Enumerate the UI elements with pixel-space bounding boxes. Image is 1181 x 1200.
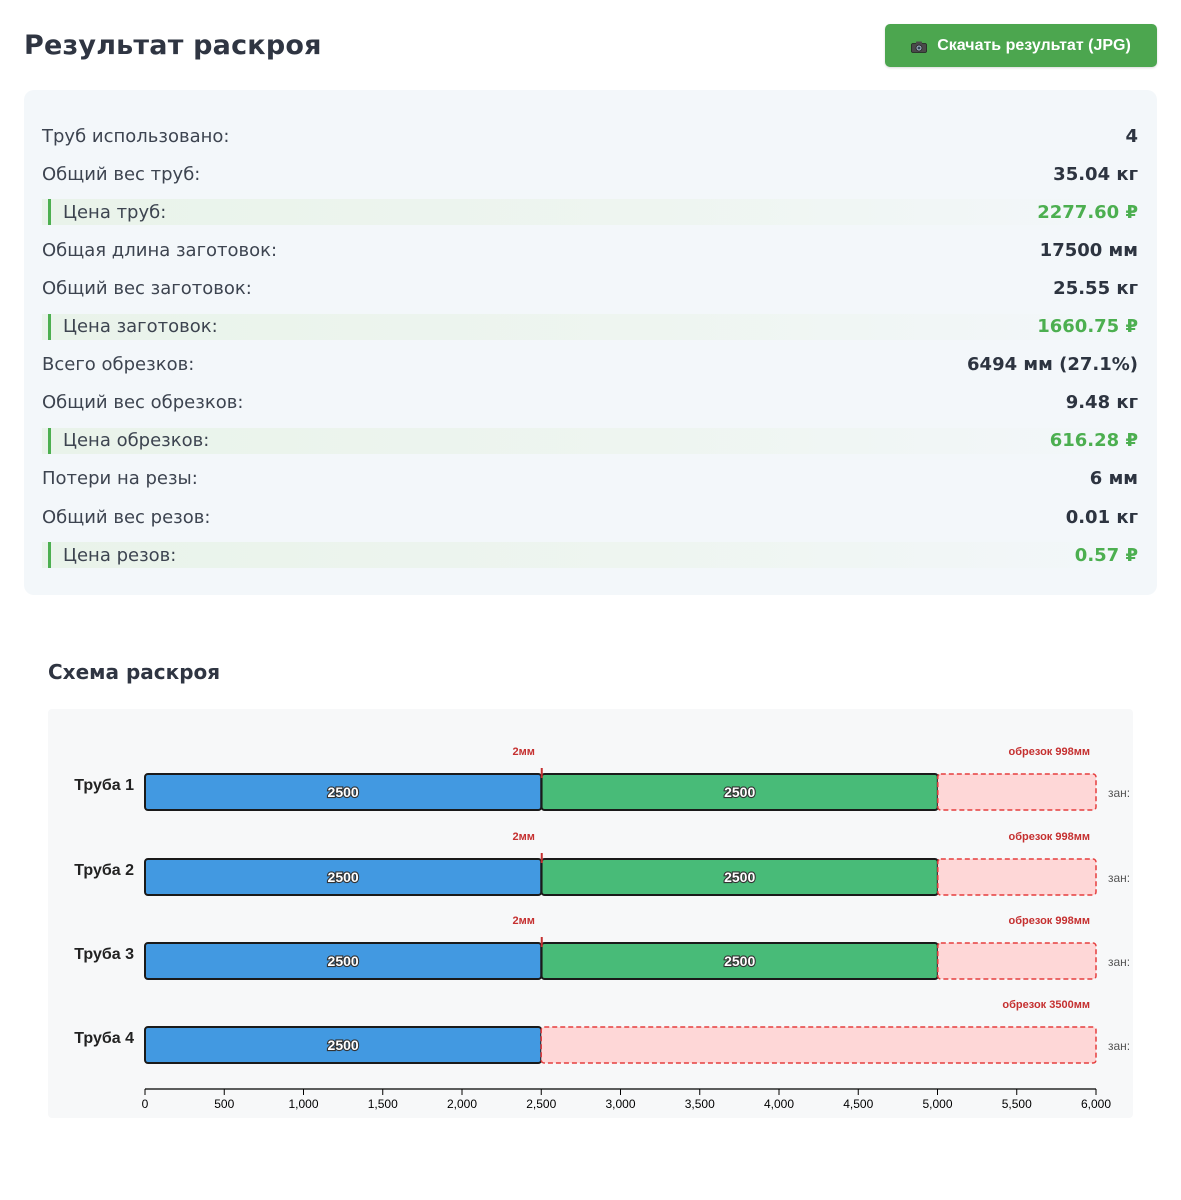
stat-value: 2277.60 ₽: [1037, 201, 1138, 223]
pipe-label: Труба 4: [74, 1030, 134, 1047]
stat-row-price: Цена заготовок: 1660.75 ₽: [42, 313, 1138, 340]
piece-label: 2500: [328, 1037, 359, 1053]
download-jpg-button[interactable]: Скачать результат (JPG): [885, 24, 1157, 67]
stat-value: 4: [1125, 125, 1138, 147]
cut-label: 2мм: [513, 746, 535, 758]
cutting-scheme-chart: Труба 1 2500 2500 обрезок 998мм 2мм зан: Труба…: [48, 709, 1133, 1118]
stat-row: Общий вес обрезков: 9.48 кг: [42, 390, 1138, 416]
waste-label: обрезок 3500мм: [1002, 999, 1090, 1011]
waste-bar: [540, 1026, 1097, 1064]
stat-value: 9.48 кг: [1065, 392, 1138, 414]
x-tick-label: 3,500: [685, 1097, 715, 1111]
x-tick-label: 3,000: [605, 1097, 635, 1111]
pipe-label: Труба 3: [74, 946, 134, 963]
x-tick-label: 5,500: [1002, 1097, 1032, 1111]
x-tick-label: 6,000: [1081, 1097, 1111, 1111]
x-tick-label: 500: [214, 1097, 234, 1111]
stat-label: Общий вес труб:: [42, 163, 201, 185]
stat-value: 6494 мм (27.1%): [967, 354, 1138, 376]
row-info-label: зан:: [1108, 871, 1130, 885]
cutting-scheme-svg: Труба 1 2500 2500 обрезок 998мм 2мм зан: Труба…: [74, 746, 1130, 1111]
cut-label: 2мм: [513, 915, 535, 927]
pipe-label: Труба 1: [74, 777, 134, 794]
x-tick-label: 1,000: [288, 1097, 318, 1111]
stat-label: Общий вес обрезков:: [42, 392, 244, 414]
waste-label: обрезок 998мм: [1009, 915, 1090, 927]
piece-label: 2500: [724, 869, 755, 885]
piece-label: 2500: [724, 953, 755, 969]
row-info-label: зан:: [1108, 786, 1130, 800]
piece-label: 2500: [328, 784, 359, 800]
waste-bar: [937, 858, 1097, 896]
stat-value: 25.55 кг: [1053, 277, 1138, 299]
waste-bar: [937, 942, 1097, 980]
stat-row-price: Цена обрезков: 616.28 ₽: [42, 427, 1138, 454]
stat-label: Общий вес заготовок:: [42, 277, 252, 299]
stat-row: Общая длина заготовок: 17500 мм: [42, 237, 1138, 263]
stat-row: Общий вес заготовок: 25.55 кг: [42, 275, 1138, 301]
row-info-label: зан:: [1108, 1039, 1130, 1053]
stat-row: Общий вес труб: 35.04 кг: [42, 161, 1138, 187]
page-title: Результат раскроя: [24, 30, 322, 61]
x-tick-label: 1,500: [368, 1097, 398, 1111]
piece-label: 2500: [328, 953, 359, 969]
stats-panel: Труб использовано: 4 Общий вес труб: 35.04 …: [24, 90, 1157, 595]
stat-label: Цена заготовок:: [63, 316, 218, 337]
piece-label: 2500: [724, 784, 755, 800]
cut-label: 2мм: [513, 831, 535, 843]
stat-label: Потери на резы:: [42, 468, 198, 490]
stat-row: Общий вес резов: 0.01 кг: [42, 504, 1138, 530]
stat-value: 6 мм: [1089, 468, 1138, 490]
pipe-label: Труба 2: [74, 862, 134, 879]
stat-label: Общая длина заготовок:: [42, 239, 278, 261]
x-tick-label: 5,000: [922, 1097, 952, 1111]
row-info-label: зан:: [1108, 955, 1130, 969]
stat-label: Труб использовано:: [42, 125, 230, 147]
stat-value: 17500 мм: [1039, 239, 1138, 261]
camera-icon: [911, 40, 928, 53]
stat-row-price: Цена резов: 0.57 ₽: [42, 542, 1138, 569]
stat-value: 0.57 ₽: [1074, 544, 1138, 566]
header: Результат раскроя Скачать результат (JPG…: [24, 24, 1157, 70]
stat-label: Всего обрезков:: [42, 354, 195, 376]
stat-label: Общий вес резов:: [42, 506, 211, 528]
stat-row: Потери на резы: 6 мм: [42, 466, 1138, 492]
stat-row: Всего обрезков: 6494 мм (27.1%): [42, 352, 1138, 378]
waste-label: обрезок 998мм: [1009, 746, 1090, 758]
waste-label: обрезок 998мм: [1009, 831, 1090, 843]
waste-bar: [937, 773, 1097, 811]
x-tick-label: 4,500: [843, 1097, 873, 1111]
stat-label: Цена резов:: [63, 544, 177, 566]
stat-label: Цена обрезков:: [63, 430, 210, 452]
scheme-title: Схема раскроя: [48, 660, 221, 684]
stat-value: 0.01 кг: [1065, 506, 1138, 528]
stat-row: Труб использовано: 4: [42, 123, 1138, 149]
stat-value: 35.04 кг: [1053, 163, 1138, 185]
stat-value: 1660.75 ₽: [1037, 316, 1138, 337]
download-button-label: Скачать результат (JPG): [937, 36, 1131, 54]
piece-label: 2500: [328, 869, 359, 885]
stat-value: 616.28 ₽: [1049, 430, 1138, 452]
x-tick-label: 0: [142, 1097, 149, 1111]
stat-row-price: Цена труб: 2277.60 ₽: [42, 199, 1138, 226]
x-tick-label: 2,000: [447, 1097, 477, 1111]
stat-label: Цена труб:: [63, 201, 167, 223]
x-tick-label: 4,000: [764, 1097, 794, 1111]
x-tick-label: 2,500: [526, 1097, 556, 1111]
